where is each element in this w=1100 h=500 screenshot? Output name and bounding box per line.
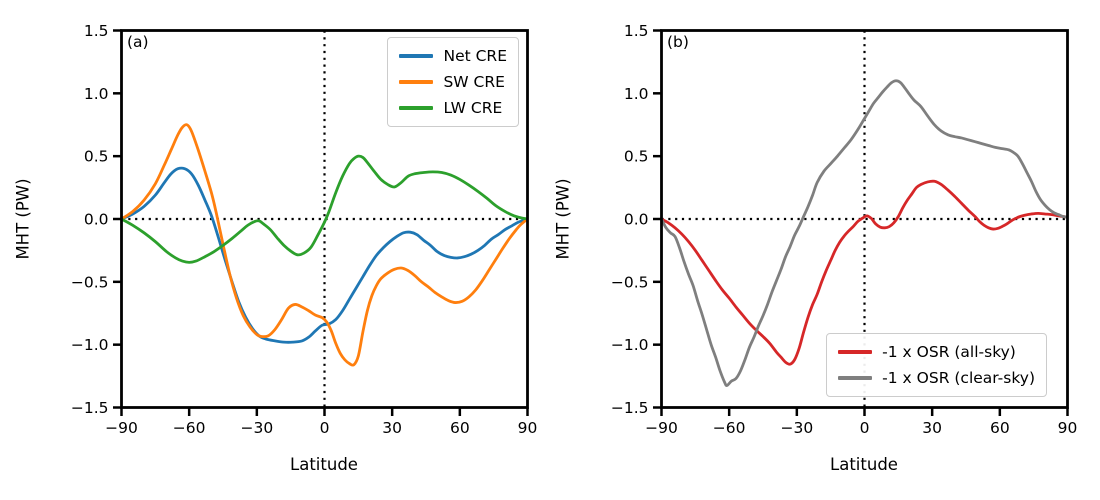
legend-item-1-x-osr-clear-sky: -1 x OSR (clear-sky)	[838, 365, 1035, 391]
legend-line-swatch	[838, 350, 873, 354]
y-tick-label: −0.5	[611, 273, 649, 291]
panel-a-legend: Net CRE SW CRE LW CRE	[387, 37, 519, 127]
series-line-sw-cre	[121, 123, 528, 367]
x-tick-label: 60	[450, 419, 470, 437]
legend-item-sw-cre: SW CRE	[399, 69, 507, 95]
x-tick-label: 60	[990, 419, 1010, 437]
y-tick-label: 1.5	[84, 22, 109, 40]
legend-label: LW CRE	[443, 99, 503, 117]
legend-label: Net CRE	[443, 47, 507, 65]
series-line-lw-cre	[121, 154, 528, 264]
x-tick-label: 0	[320, 419, 330, 437]
y-tick-label: −1.5	[611, 399, 649, 417]
legend-line-swatch	[838, 376, 873, 380]
panel-a: −90 −60 −30 0 30 60 90 −1.5 −1.0 −0.5 0.0 0.5 1.0 1.5	[71, 22, 538, 437]
legend-item-lw-cre: LW CRE	[399, 95, 507, 121]
x-tick-label: 30	[382, 419, 402, 437]
legend-line-swatch	[399, 106, 434, 110]
y-tick-label: 1.0	[624, 85, 649, 103]
legend-label: -1 x OSR (all-sky)	[882, 343, 1016, 361]
x-tick-label: 90	[518, 419, 538, 437]
panel-b-legend: -1 x OSR (all-sky) -1 x OSR (clear-sky)	[826, 333, 1047, 397]
panel-a-ylabel: MHT (PW)	[13, 178, 33, 260]
panel-a-label: (a)	[127, 33, 149, 51]
y-tick-label: −1.0	[71, 336, 109, 354]
legend-item-1-x-osr-all-sky: -1 x OSR (all-sky)	[838, 339, 1035, 365]
legend-line-swatch	[399, 80, 434, 84]
x-tick-label: −90	[645, 419, 678, 437]
x-tick-label: 0	[860, 419, 870, 437]
y-tick-label: −1.5	[71, 399, 109, 417]
panel-a-xlabel: Latitude	[290, 455, 358, 474]
x-tick-label: −30	[240, 419, 273, 437]
legend-item-net-cre: Net CRE	[399, 43, 507, 69]
x-tick-label: 90	[1058, 419, 1078, 437]
x-tick-label: 30	[922, 419, 942, 437]
y-tick-label: −0.5	[71, 273, 109, 291]
series-line-1-x-osr-clear-sky	[661, 79, 1068, 387]
panel-b-xlabel: Latitude	[830, 455, 898, 474]
y-tick-label: −1.0	[611, 336, 649, 354]
x-tick-label: −30	[780, 419, 813, 437]
y-tick-label: 1.0	[84, 85, 109, 103]
legend-label: SW CRE	[443, 73, 505, 91]
y-tick-label: 0.5	[624, 148, 649, 166]
y-tick-label: 1.5	[624, 22, 649, 40]
panel-b-label: (b)	[667, 33, 689, 51]
panel-b-ylabel: MHT (PW)	[553, 178, 573, 260]
x-tick-label: −60	[713, 419, 746, 437]
x-tick-label: −60	[173, 419, 206, 437]
y-tick-label: 0.0	[624, 211, 649, 229]
y-tick-label: 0.5	[84, 148, 109, 166]
y-tick-label: 0.0	[84, 211, 109, 229]
series-line-net-cre	[121, 166, 528, 344]
series-line-1-x-osr-all-sky	[661, 179, 1068, 366]
legend-label: -1 x OSR (clear-sky)	[882, 369, 1035, 387]
legend-line-swatch	[399, 54, 434, 58]
panel-b: −90 −60 −30 0 30 60 90 −1.5 −1.0 −0.5 0.0 0.5 1.0 1.5	[611, 22, 1078, 437]
x-tick-label: −90	[105, 419, 138, 437]
